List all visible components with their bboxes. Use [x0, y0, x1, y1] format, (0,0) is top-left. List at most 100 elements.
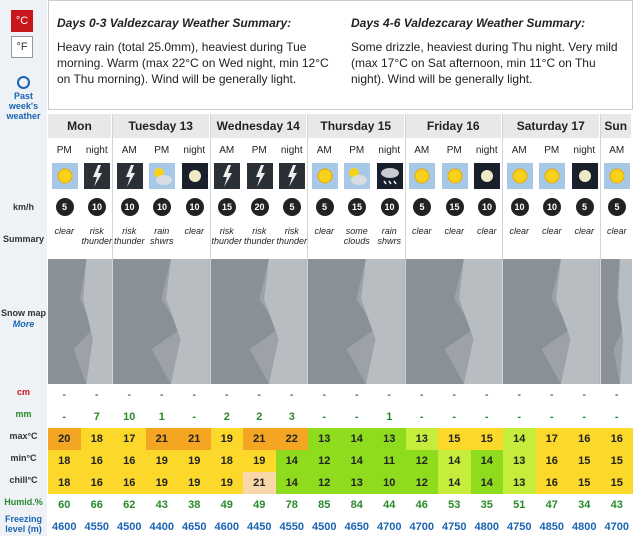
snow-cell: - [568, 384, 601, 406]
wind-circle: 15 [348, 198, 366, 216]
snow-map-image[interactable] [503, 259, 600, 384]
min-temp-cell: 18 [210, 450, 243, 472]
chill-temp-cell: 12 [308, 472, 341, 494]
rain-cell: - [405, 406, 438, 428]
summary-days-0-3: Days 0-3 Valdezcaray Weather Summary: He… [49, 1, 341, 87]
weather-summary-cell: clear [314, 226, 334, 236]
snow-cell: - [308, 384, 341, 406]
max-temp-cell: 21 [178, 428, 211, 450]
rain-cell: 2 [210, 406, 243, 428]
chill-temp-cell: 19 [210, 472, 243, 494]
day-header: Sun [600, 114, 633, 138]
min-temp-cell: 14 [470, 450, 503, 472]
period-label: night [475, 145, 498, 156]
summary-text-1: Heavy rain (total 25.0mm), heaviest duri… [57, 40, 329, 86]
wind-circle: 10 [510, 198, 529, 216]
period-label: night [573, 145, 596, 156]
snow-map-image[interactable] [48, 259, 112, 384]
max-temp-cell: 13 [405, 428, 438, 450]
summary-title-1: Days 0-3 Valdezcaray Weather Summary: [57, 16, 292, 30]
freezing-level-cell: 4400 [145, 516, 178, 538]
period-label: night [183, 145, 206, 156]
weather-summary-cell: clear [476, 226, 497, 236]
humidity-cell: 51 [503, 494, 536, 516]
chill-temp-cell: 15 [568, 472, 601, 494]
max-temp-cell: 20 [48, 428, 81, 450]
snow-cell: - [275, 384, 308, 406]
period-label: PM [154, 145, 170, 156]
min-temp-cell: 14 [275, 450, 308, 472]
max-temp-cell: 14 [503, 428, 536, 450]
snow-cell: - [438, 384, 471, 406]
cloud-sun-icon [148, 161, 177, 191]
weather-summary-cell: rain shwrs [377, 226, 401, 246]
wind-circle: 5 [315, 198, 334, 216]
wind-speed: 10 [375, 196, 404, 218]
min-temp-cell: 19 [178, 450, 211, 472]
wind-circle: 5 [608, 198, 626, 216]
humidity-cell: 47 [535, 494, 568, 516]
humidity-label: Humid.% [4, 497, 43, 507]
wind-circle: 5 [283, 198, 301, 216]
period-label: AM [511, 145, 527, 156]
day-separator [209, 114, 211, 536]
rain-cell: - [470, 406, 503, 428]
moon-icon [180, 161, 209, 191]
row-labels-sidebar: °C °F Past week's weather km/h Summary S… [0, 0, 47, 536]
period-label: PM [446, 145, 462, 156]
snow-cell: - [113, 384, 146, 406]
min-temp-cell: 12 [405, 450, 438, 472]
snow-map-image[interactable] [405, 259, 502, 384]
freezing-level-label-2: level (m) [5, 524, 42, 534]
sun-icon [408, 161, 437, 191]
rain-cell: - [568, 406, 601, 428]
wind-speed: 10 [115, 196, 144, 218]
snow-map-image[interactable] [308, 259, 405, 384]
snow-map-image[interactable] [210, 259, 307, 384]
snow-cell: - [340, 384, 373, 406]
rain-cell: 2 [243, 406, 276, 428]
period-label: AM [316, 145, 332, 156]
wind-circle: 10 [88, 198, 106, 216]
humidity-cell: 49 [243, 494, 276, 516]
wind-circle: 10 [153, 198, 171, 216]
snow-map-more-link[interactable]: More [12, 319, 35, 329]
weather-summary-cell: clear [509, 226, 529, 236]
rain-cell: - [600, 406, 633, 428]
snow-cell: - [145, 384, 178, 406]
celsius-toggle[interactable]: °C [11, 10, 33, 32]
min-temp-cell: 11 [373, 450, 406, 472]
past-weather-link[interactable]: Past week's weather [0, 76, 47, 121]
wind-speed: 20 [245, 196, 274, 218]
wind-circle: 5 [413, 198, 431, 216]
wind-speed: 5 [278, 196, 307, 218]
period-label: night [85, 145, 108, 156]
min-temp-cell: 12 [308, 450, 341, 472]
max-temp-cell: 13 [308, 428, 341, 450]
weather-summary-cell: clear [184, 226, 204, 236]
snow-cell: - [210, 384, 243, 406]
humidity-cell: 44 [373, 494, 406, 516]
period-label: PM [544, 145, 560, 156]
wind-circle: 15 [218, 198, 236, 216]
snow-cell: - [470, 384, 503, 406]
chill-temp-cell: 12 [405, 472, 438, 494]
freezing-level-cell: 4550 [80, 516, 113, 538]
day-header: Saturday 17 [503, 114, 601, 138]
freezing-level-cell: 4600 [48, 516, 81, 538]
cloud-sun-icon [343, 161, 372, 191]
rain-cell: - [438, 406, 471, 428]
weather-summary-cell: risk thunder [276, 226, 308, 246]
freezing-level-cell: 4700 [405, 516, 438, 538]
weather-summary-cell: some clouds [343, 226, 370, 246]
lightning-icon [115, 161, 144, 191]
chill-temp-cell: 18 [48, 472, 81, 494]
humidity-cell: 78 [275, 494, 308, 516]
rain-cell: 1 [145, 406, 178, 428]
freezing-level-cell: 4550 [275, 516, 308, 538]
fahrenheit-toggle[interactable]: °F [11, 36, 33, 58]
max-temp-cell: 18 [80, 428, 113, 450]
snow-map-image[interactable] [113, 259, 210, 384]
snow-map-image[interactable] [600, 259, 632, 384]
past-label-2: week's [8, 101, 39, 111]
